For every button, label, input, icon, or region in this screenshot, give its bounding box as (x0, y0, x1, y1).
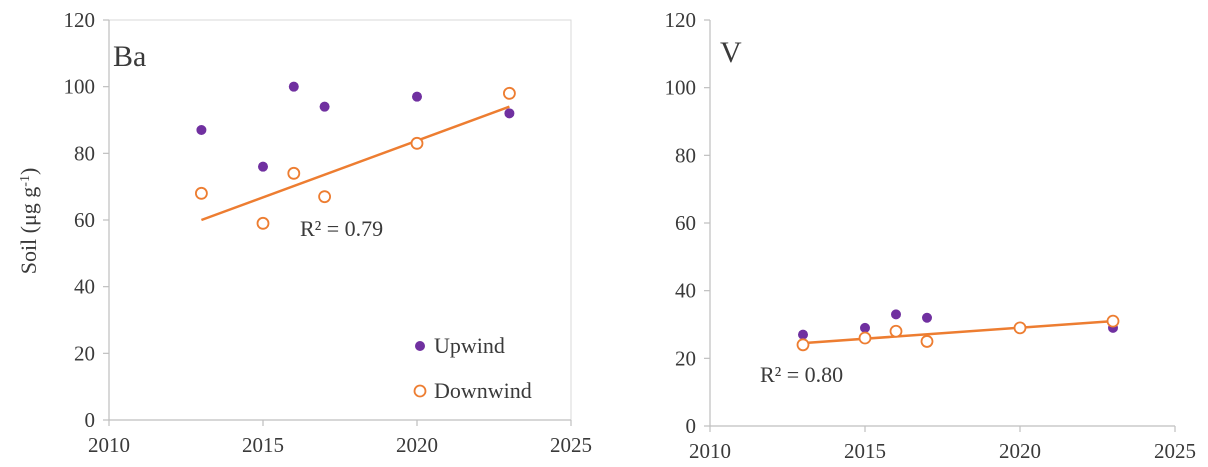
downwind-point (318, 190, 332, 204)
y-tick-label: 120 (64, 8, 96, 32)
downwind-point (287, 166, 301, 180)
y-tick-label: 80 (74, 141, 95, 165)
chart-panel-v: 0 20 40 60 80 100 120 2010 2015 2020 2025 V R² = 0.8… (665, 8, 1197, 463)
downwind-point (858, 331, 872, 345)
x-tick-label: 2015 (242, 433, 284, 457)
y-tick-label: 20 (74, 341, 95, 365)
y-axis-title-main: Soil (μg g (16, 187, 41, 275)
downwind-point (194, 186, 208, 200)
legend-upwind-label: Upwind (434, 333, 505, 358)
upwind-point (891, 309, 901, 320)
upwind-point (412, 91, 422, 102)
upwind-point (798, 329, 808, 340)
y-tick-label: 100 (64, 75, 96, 99)
r-squared-label: R² = 0.79 (300, 216, 383, 241)
y-tick-label: 120 (665, 8, 697, 32)
upwind-point (196, 125, 207, 135)
downwind-point (1106, 314, 1120, 328)
upwind-point (258, 161, 268, 172)
downwind-point (502, 86, 516, 100)
upwind-point (860, 322, 870, 333)
upwind-point (319, 101, 330, 112)
downwind-point (920, 335, 934, 348)
y-tick-label: 40 (74, 275, 95, 299)
x-tick-label: 2010 (689, 439, 731, 463)
panel-label: V (720, 36, 742, 69)
x-tick-label: 2025 (1154, 439, 1196, 463)
y-tick-label: 20 (675, 346, 696, 370)
y-tick-label: 0 (85, 408, 96, 432)
panel-label: Ba (113, 40, 146, 73)
y-tick-label: 60 (675, 211, 696, 235)
trendline (802, 319, 1114, 345)
legend-downwind-marker (413, 384, 427, 398)
downwind-point (889, 324, 903, 338)
downwind-point (1013, 321, 1027, 335)
downwind-point (256, 216, 270, 230)
y-axis-title-close: ) (16, 168, 41, 175)
chart-panel-ba: 0 20 40 60 80 100 120 2010 2015 2020 2025 Ba R² = 0.… (64, 8, 593, 457)
upwind-point (288, 81, 299, 92)
downwind-point (410, 136, 424, 150)
downwind-point (796, 338, 810, 352)
trendline (200, 105, 510, 222)
upwind-point (922, 312, 932, 323)
y-tick-label: 0 (686, 414, 697, 438)
y-tick-label: 60 (74, 208, 95, 232)
legend-upwind-marker (415, 341, 425, 351)
x-tick-label: 2020 (396, 433, 438, 457)
upwind-point (504, 108, 515, 119)
x-tick-label: 2025 (550, 433, 592, 457)
x-tick-label: 2020 (999, 439, 1041, 463)
y-tick-label: 80 (675, 143, 696, 167)
x-tick-label: 2010 (88, 433, 130, 457)
legend-downwind-label: Downwind (434, 378, 532, 403)
r-squared-label: R² = 0.80 (760, 362, 843, 387)
y-tick-label: 100 (665, 76, 697, 100)
y-tick-label: 40 (675, 279, 696, 303)
y-axis-title: Soil (μg g-1) (16, 168, 41, 275)
y-axis-title-sup: -1 (18, 175, 33, 187)
x-tick-label: 2015 (844, 439, 886, 463)
